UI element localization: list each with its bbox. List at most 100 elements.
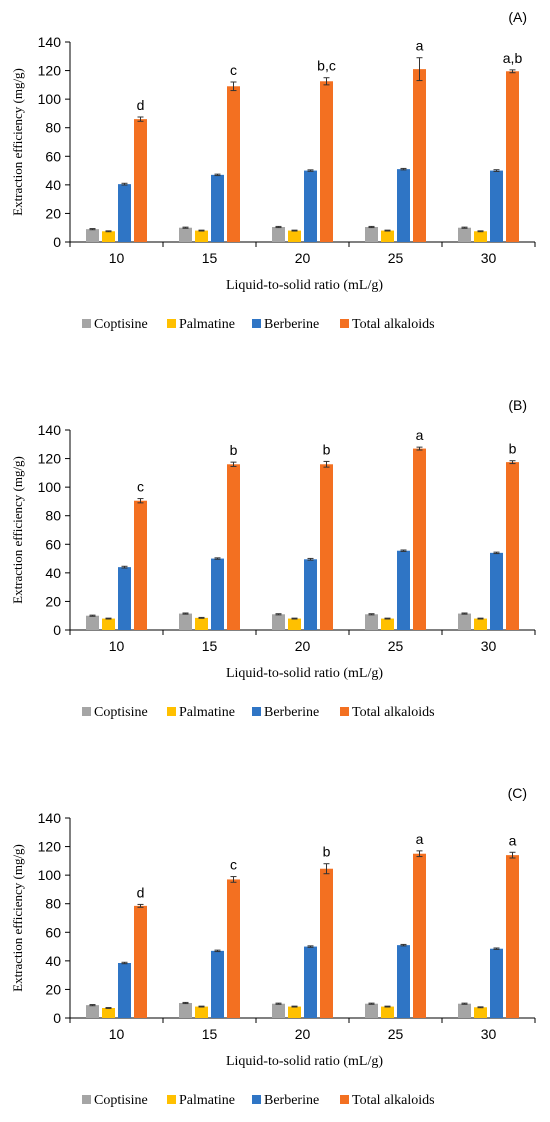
bar <box>474 231 487 242</box>
y-tick-label: 40 <box>45 565 61 581</box>
bar <box>195 617 208 630</box>
bar <box>506 462 519 630</box>
y-tick-label: 120 <box>38 63 62 79</box>
significance-label: b <box>323 441 331 457</box>
bar <box>397 550 410 630</box>
y-axis-title: Extraction efficiency (mg/g) <box>10 844 25 992</box>
bar <box>134 500 147 630</box>
legend-swatch <box>167 707 176 716</box>
legend-swatch <box>82 319 91 328</box>
bar <box>211 950 224 1018</box>
x-tick-label: 30 <box>481 1026 497 1042</box>
y-tick-label: 140 <box>38 810 62 826</box>
panel-label: (C) <box>508 785 527 801</box>
y-tick-label: 60 <box>45 148 61 164</box>
y-tick-label: 40 <box>45 177 61 193</box>
bar <box>227 464 240 630</box>
bar <box>272 1003 285 1018</box>
bar <box>102 618 115 630</box>
significance-label: a <box>416 831 424 847</box>
legend-label: Coptisine <box>94 1093 148 1108</box>
bar <box>134 119 147 242</box>
legend-label: Total alkaloids <box>352 705 435 720</box>
bar <box>288 1006 301 1018</box>
legend-swatch <box>340 319 349 328</box>
bar <box>179 1003 192 1018</box>
y-tick-label: 0 <box>53 234 61 250</box>
bar <box>490 170 503 242</box>
legend-label: Berberine <box>264 317 319 332</box>
legend-label: Palmatine <box>179 317 235 332</box>
bar <box>506 71 519 243</box>
chart-panel: (C) 0 20 40 60 80 100 120 140 Extraction efficien… <box>10 785 536 1108</box>
x-tick-label: 25 <box>388 250 404 266</box>
x-tick-label: 10 <box>109 250 125 266</box>
bar <box>320 868 333 1018</box>
y-tick-label: 60 <box>45 924 61 940</box>
legend-swatch <box>252 707 261 716</box>
bar <box>102 231 115 242</box>
chart-panel: (A) 0 20 40 60 80 100 120 140 Extraction efficien… <box>10 9 536 332</box>
bar <box>474 1007 487 1018</box>
bar <box>272 227 285 242</box>
legend-label: Palmatine <box>179 705 235 720</box>
bar <box>365 614 378 630</box>
significance-label: a <box>416 427 424 443</box>
bar <box>381 618 394 630</box>
legend-swatch <box>340 1095 349 1104</box>
bar <box>304 946 317 1018</box>
y-tick-label: 100 <box>38 91 62 107</box>
bar <box>86 615 99 630</box>
bar <box>304 559 317 630</box>
chart-panel: (B) 0 20 40 60 80 100 120 140 Extraction efficien… <box>10 397 536 720</box>
x-axis-title: Liquid-to-solid ratio (mL/g) <box>226 278 383 293</box>
legend-label: Coptisine <box>94 705 148 720</box>
bar <box>102 1008 115 1018</box>
significance-label: b,c <box>317 58 336 74</box>
bar <box>506 855 519 1018</box>
significance-label: a <box>509 832 517 848</box>
x-axis-title: Liquid-to-solid ratio (mL/g) <box>226 1054 383 1069</box>
panel-label: (B) <box>508 397 527 413</box>
legend-label: Total alkaloids <box>352 317 435 332</box>
x-tick-label: 15 <box>202 1026 218 1042</box>
bar <box>288 618 301 630</box>
y-tick-label: 80 <box>45 896 61 912</box>
significance-label: b <box>230 442 238 458</box>
bar <box>118 567 131 630</box>
x-tick-label: 15 <box>202 638 218 654</box>
significance-label: c <box>137 479 144 495</box>
bar <box>365 227 378 242</box>
y-tick-label: 40 <box>45 953 61 969</box>
bar <box>381 230 394 242</box>
x-tick-label: 10 <box>109 1026 125 1042</box>
x-tick-label: 10 <box>109 638 125 654</box>
bar <box>272 614 285 630</box>
bar <box>458 613 471 630</box>
bar <box>118 963 131 1018</box>
legend-swatch <box>82 707 91 716</box>
legend-swatch <box>252 319 261 328</box>
significance-label: b <box>509 441 517 457</box>
y-tick-label: 20 <box>45 593 61 609</box>
legend-label: Berberine <box>264 705 319 720</box>
bar <box>320 81 333 243</box>
bar <box>304 170 317 242</box>
bar <box>86 1005 99 1018</box>
bar <box>118 184 131 242</box>
y-axis-title: Extraction efficiency (mg/g) <box>10 456 25 604</box>
bar <box>381 1006 394 1018</box>
x-tick-label: 25 <box>388 1026 404 1042</box>
significance-label: a,b <box>503 50 523 66</box>
bar <box>320 464 333 630</box>
significance-label: d <box>137 97 145 113</box>
legend-swatch <box>167 319 176 328</box>
y-tick-label: 140 <box>38 422 62 438</box>
significance-label: a <box>416 38 424 54</box>
y-tick-label: 140 <box>38 34 62 50</box>
bar <box>195 1006 208 1018</box>
bar <box>413 69 426 243</box>
y-tick-label: 20 <box>45 205 61 221</box>
y-tick-label: 80 <box>45 120 61 136</box>
